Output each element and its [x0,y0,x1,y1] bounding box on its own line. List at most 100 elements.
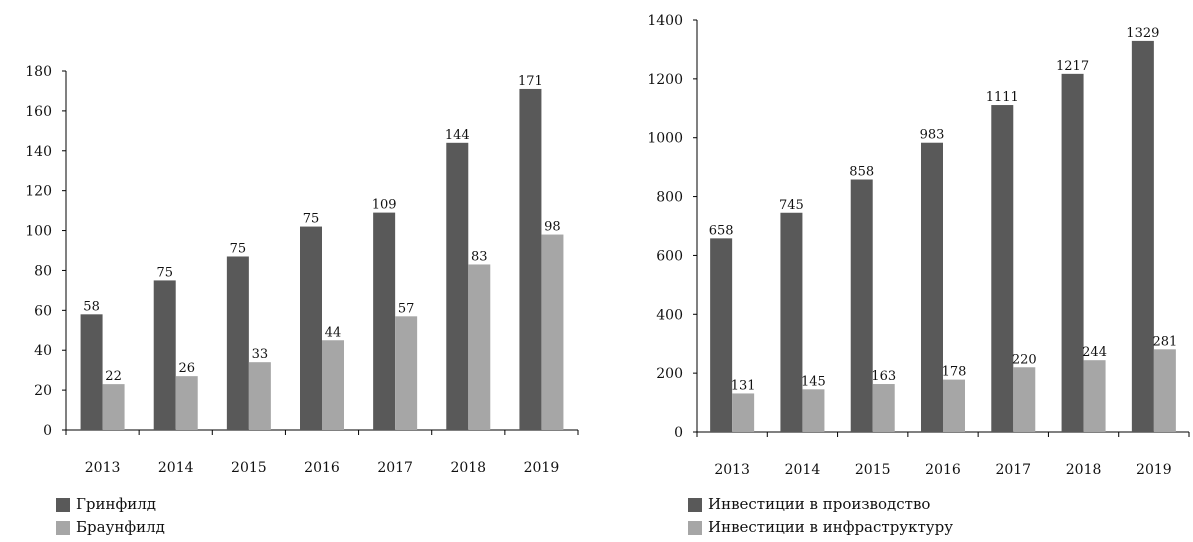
y-tick-label: 60 [34,303,52,319]
bar [1153,349,1176,432]
data-label: 75 [230,241,247,256]
bar [802,389,825,432]
bar [710,238,733,432]
data-label: 983 [920,128,945,143]
x-tick-label: 2015 [855,462,891,478]
bar [175,376,198,430]
legend-label-infrastructure: Инвестиции в инфраструктуру [708,518,954,536]
bar [921,142,943,432]
data-label: 22 [105,369,122,384]
legend-label-brownfield: Браунфилд [76,518,165,536]
x-tick-label: 2017 [377,460,413,476]
data-label: 178 [942,365,967,380]
bar [1013,367,1036,432]
x-tick-label: 2014 [158,460,194,476]
bar [395,316,418,430]
y-tick-label: 0 [43,423,52,439]
bar [80,314,103,430]
x-tick-label: 2013 [85,460,121,476]
legend-label-greenfield: Гринфилд [76,495,157,513]
y-tick-label: 400 [656,307,683,323]
data-label: 163 [871,369,896,384]
y-tick-label: 80 [34,263,52,279]
bar [153,280,176,430]
data-label: 131 [731,378,756,393]
legend-item-production: Инвестиции в производство [688,493,953,516]
data-label: 57 [398,301,415,316]
x-tick-label: 2019 [1136,462,1172,478]
x-tick-label: 2018 [450,460,486,476]
legend-label-production: Инвестиции в производство [708,495,931,513]
bar [519,88,542,430]
legend-swatch-production [688,497,702,512]
legend-swatch-brownfield [56,520,70,535]
data-label: 658 [709,223,734,238]
y-tick-label: 160 [25,104,52,120]
x-tick-label: 2014 [785,462,821,478]
x-tick-label: 2016 [925,462,961,478]
data-label: 858 [849,165,874,180]
x-tick-label: 2019 [524,460,560,476]
y-tick-label: 600 [656,248,683,264]
bar [943,379,965,432]
x-tick-label: 2013 [714,462,750,478]
legend-swatch-greenfield [56,497,70,512]
bar [872,384,895,432]
bar [322,340,344,430]
bar [102,384,125,430]
x-tick-label: 2015 [231,460,267,476]
bar [373,212,396,430]
legend-right: Инвестиции в производство Инвестиции в и… [688,493,953,539]
y-tick-label: 140 [25,144,52,160]
y-tick-label: 180 [25,64,52,80]
bar [780,212,803,432]
bar [991,105,1014,432]
legend-item-infrastructure: Инвестиции в инфраструктуру [688,516,953,539]
bar [248,362,271,430]
y-tick-label: 100 [25,224,52,240]
y-tick-label: 800 [656,190,683,206]
x-tick-label: 2018 [1066,462,1102,478]
bar [468,264,491,430]
y-tick-label: 0 [674,425,683,441]
bar [446,142,469,431]
data-label: 1111 [986,90,1019,105]
data-label: 109 [372,198,397,213]
data-label: 1217 [1056,59,1089,74]
y-tick-label: 20 [34,383,52,399]
data-label: 98 [544,220,561,235]
legend-item-brownfield: Браунфилд [56,516,165,539]
bar [850,179,873,432]
data-label: 244 [1082,345,1107,360]
data-label: 58 [83,299,100,314]
bar [1061,73,1084,433]
legend-item-greenfield: Гринфилд [56,493,165,516]
y-tick-label: 1400 [647,13,683,29]
bar [732,393,755,432]
data-label: 171 [518,74,543,89]
data-label: 220 [1012,352,1037,367]
bar [226,256,249,430]
bar [541,234,564,430]
data-label: 26 [178,361,195,376]
data-label: 75 [303,212,320,227]
y-tick-label: 1200 [647,72,683,88]
y-tick-label: 120 [25,184,52,200]
bar [300,226,322,430]
y-tick-label: 40 [34,343,52,359]
legend-swatch-infrastructure [688,520,702,535]
data-label: 281 [1152,334,1177,349]
data-label: 44 [325,325,342,340]
x-tick-label: 2017 [995,462,1031,478]
data-label: 83 [471,249,488,264]
y-tick-label: 1000 [647,131,683,147]
legend-left: Гринфилд Браунфилд [56,493,165,539]
y-tick-label: 200 [656,366,683,382]
data-label: 75 [156,265,173,280]
data-label: 745 [779,198,804,213]
data-label: 1329 [1126,26,1159,41]
data-label: 33 [252,347,269,362]
bar [1083,360,1106,432]
data-label: 144 [445,128,470,143]
